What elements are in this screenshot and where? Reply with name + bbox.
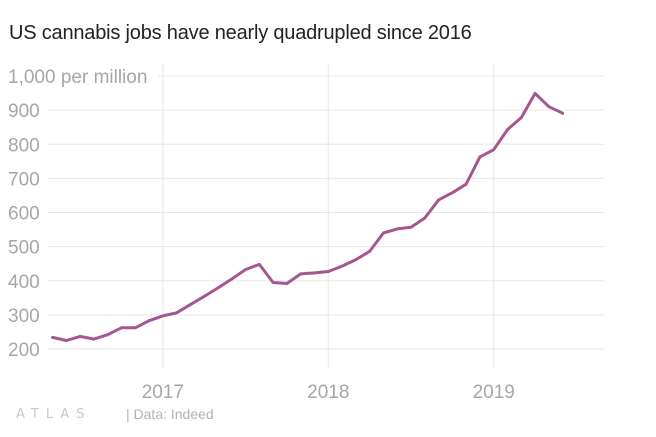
y-axis-tick-labels: 200 300 400 500 600 700 800 900 1,000 per millio… (8, 67, 147, 361)
data-point (147, 319, 151, 323)
atlas-logo: ATLAS (16, 406, 92, 422)
data-point (464, 182, 468, 186)
y-tick-label: 600 (8, 204, 40, 225)
data-source: | Data: Indeed (126, 406, 214, 422)
data-point (561, 111, 564, 115)
y-tick-label: 200 (8, 340, 40, 361)
series-line (51, 91, 565, 342)
x-tick-label: 2019 (473, 382, 515, 403)
y-tick-label: 800 (8, 135, 40, 156)
y-tick-label: 1,000 per million (8, 67, 147, 88)
data-point (368, 250, 371, 253)
data-point (423, 216, 427, 220)
data-point (106, 333, 110, 337)
data-point (506, 128, 509, 132)
data-point (326, 270, 330, 273)
data-point (340, 264, 344, 268)
data-point (478, 155, 482, 159)
data-point (533, 92, 537, 95)
data-point (65, 339, 68, 342)
data-point (492, 148, 496, 152)
data-point (382, 231, 385, 235)
x-tick-label: 2018 (307, 382, 349, 403)
data-point (395, 227, 399, 231)
data-point (202, 295, 206, 298)
data-point (451, 191, 454, 195)
data-point (244, 268, 248, 271)
data-point (78, 335, 82, 338)
x-axis-tick-labels: 2017 2018 2019 (142, 382, 515, 403)
data-point (92, 337, 96, 341)
grid-lines (48, 64, 604, 368)
data-point (216, 286, 220, 290)
data-point (354, 258, 358, 261)
data-point (189, 303, 192, 306)
data-point (547, 105, 551, 109)
data-point (161, 314, 165, 318)
y-tick-label: 700 (8, 169, 40, 190)
data-point (437, 198, 440, 202)
data-point (299, 272, 303, 276)
data-point (409, 225, 413, 229)
data-point (271, 281, 275, 284)
data-point (120, 326, 123, 330)
data-point (313, 271, 316, 275)
data-point (230, 277, 234, 281)
series-layer (51, 91, 565, 342)
footer: ATLAS | Data: Indeed (16, 402, 214, 426)
data-point (258, 263, 261, 266)
data-point (519, 116, 523, 119)
data-point (133, 326, 137, 330)
data-point (285, 282, 289, 285)
y-tick-label: 400 (8, 272, 40, 293)
data-point (51, 336, 54, 339)
data-point (175, 311, 179, 315)
y-tick-label: 300 (8, 306, 40, 327)
y-tick-label: 500 (8, 238, 40, 259)
x-tick-label: 2017 (142, 382, 184, 403)
chart-title: US cannabis jobs have nearly quadrupled … (9, 22, 472, 44)
y-tick-label: 900 (8, 101, 40, 122)
